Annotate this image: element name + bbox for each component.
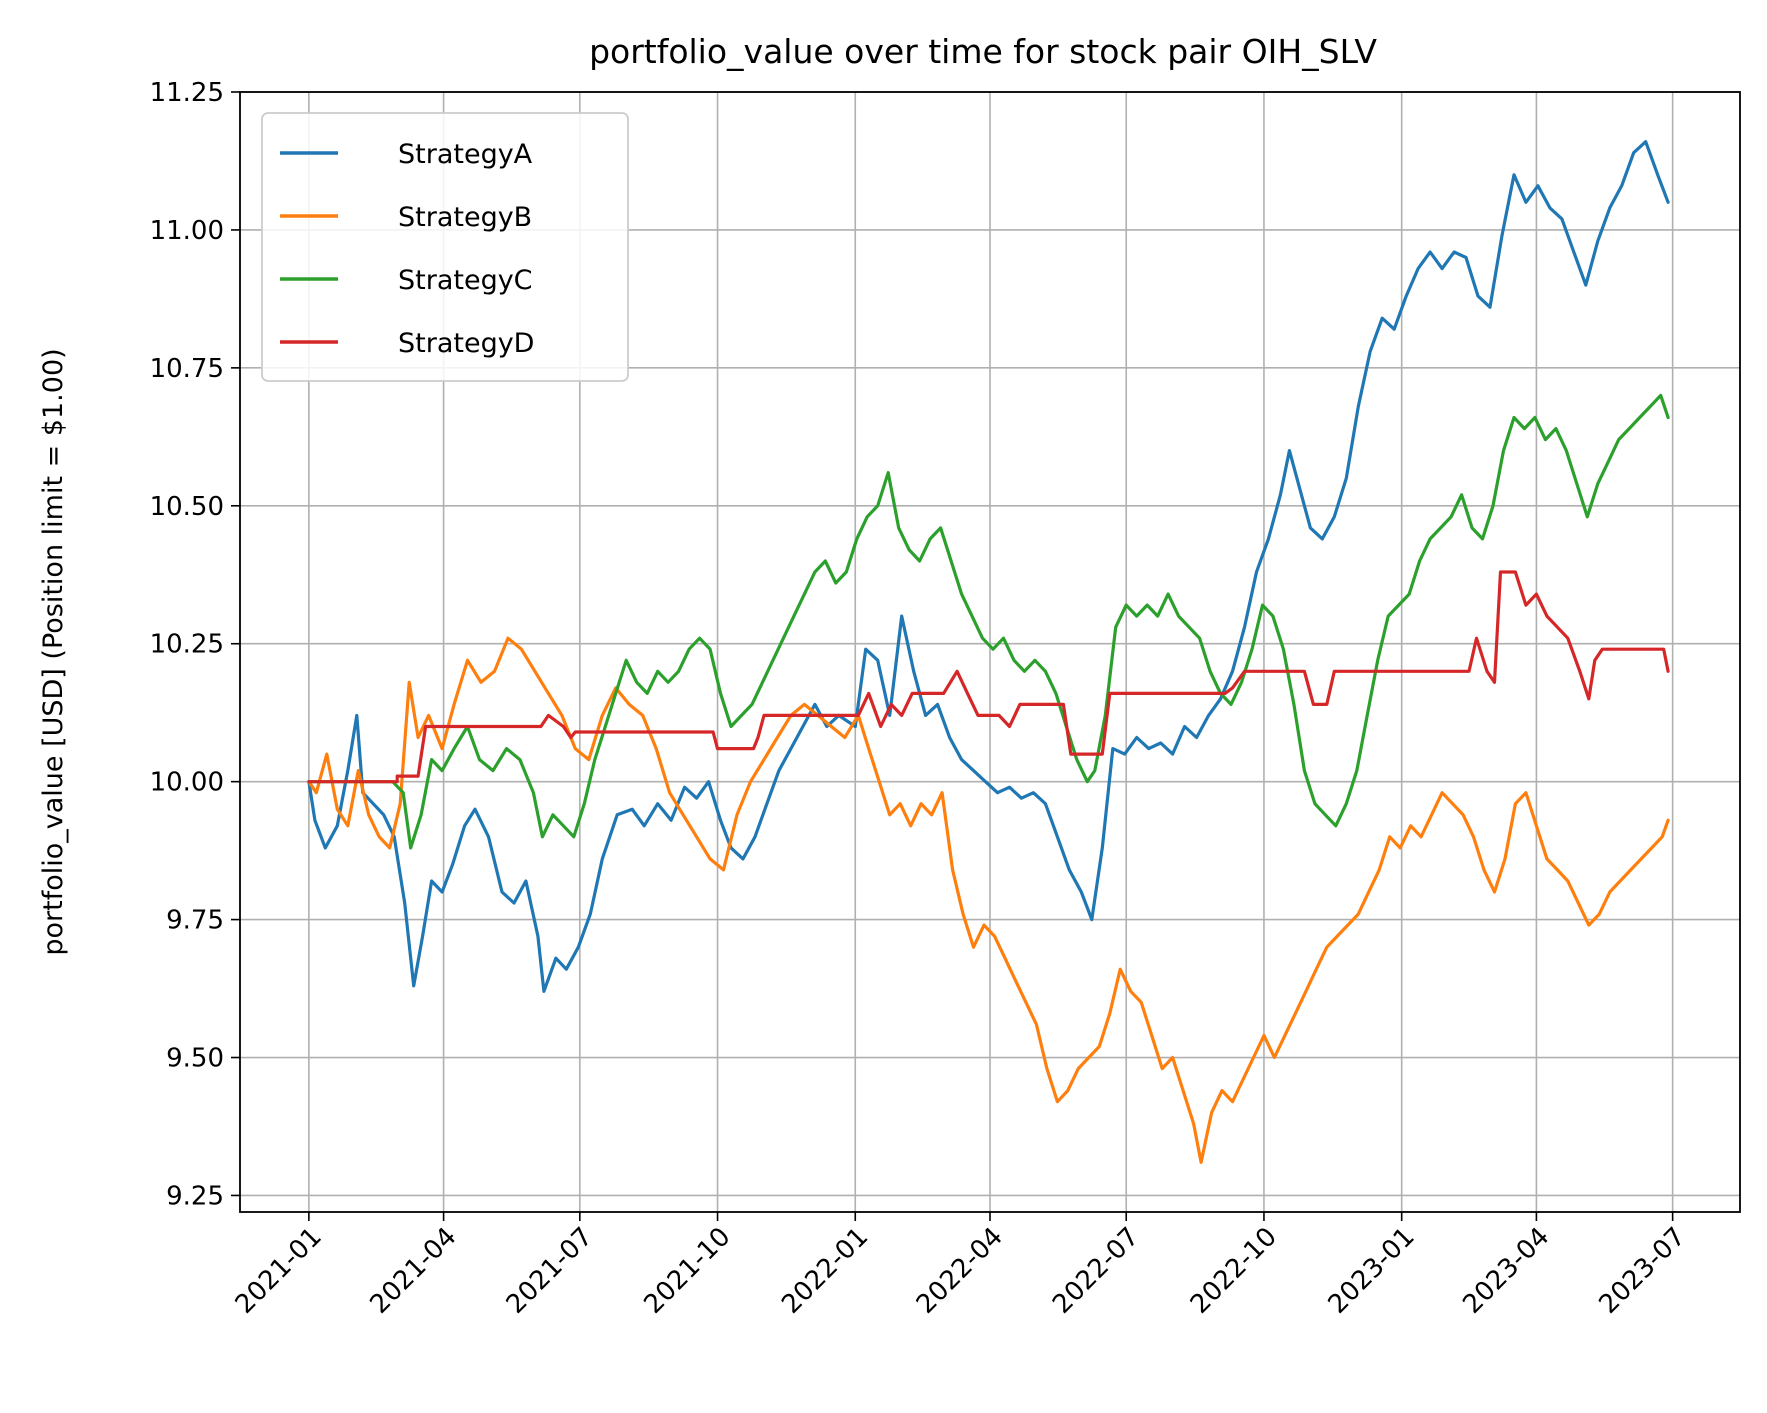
series-line-strategya bbox=[307, 140, 1670, 993]
legend-label: StrategyC bbox=[398, 265, 533, 296]
series-layer bbox=[307, 140, 1670, 1164]
legend-label: StrategyB bbox=[398, 202, 532, 233]
y-tick-label: 10.25 bbox=[150, 630, 224, 660]
y-axis: 9.25 9.50 9.75 10.00 10.25 10.50 10.75 11.00 11.… bbox=[150, 78, 240, 1211]
y-tick-label: 10.75 bbox=[150, 354, 224, 384]
y-tick-label: 9.25 bbox=[166, 1181, 224, 1211]
legend-label: StrategyD bbox=[398, 328, 534, 359]
y-tick-label: 10.00 bbox=[150, 768, 224, 798]
series-line-strategyb bbox=[307, 636, 1670, 1164]
legend-box bbox=[261, 112, 629, 382]
y-axis-label: portfolio_value [USD] (Position limit = … bbox=[38, 348, 69, 955]
y-tick-label: 10.50 bbox=[150, 492, 224, 522]
y-tick-label: 9.75 bbox=[166, 906, 224, 936]
y-tick-label: 9.50 bbox=[166, 1044, 224, 1074]
legend-label: StrategyA bbox=[398, 139, 533, 170]
chart-title: portfolio_value over time for stock pair… bbox=[589, 32, 1377, 71]
series-line-strategyc bbox=[307, 393, 1670, 850]
legend: StrategyA StrategyB StrategyC StrategyD bbox=[261, 112, 629, 382]
series-line-strategyd bbox=[307, 570, 1670, 784]
y-tick-label: 11.25 bbox=[150, 78, 224, 108]
y-tick-label: 11.00 bbox=[150, 216, 224, 246]
